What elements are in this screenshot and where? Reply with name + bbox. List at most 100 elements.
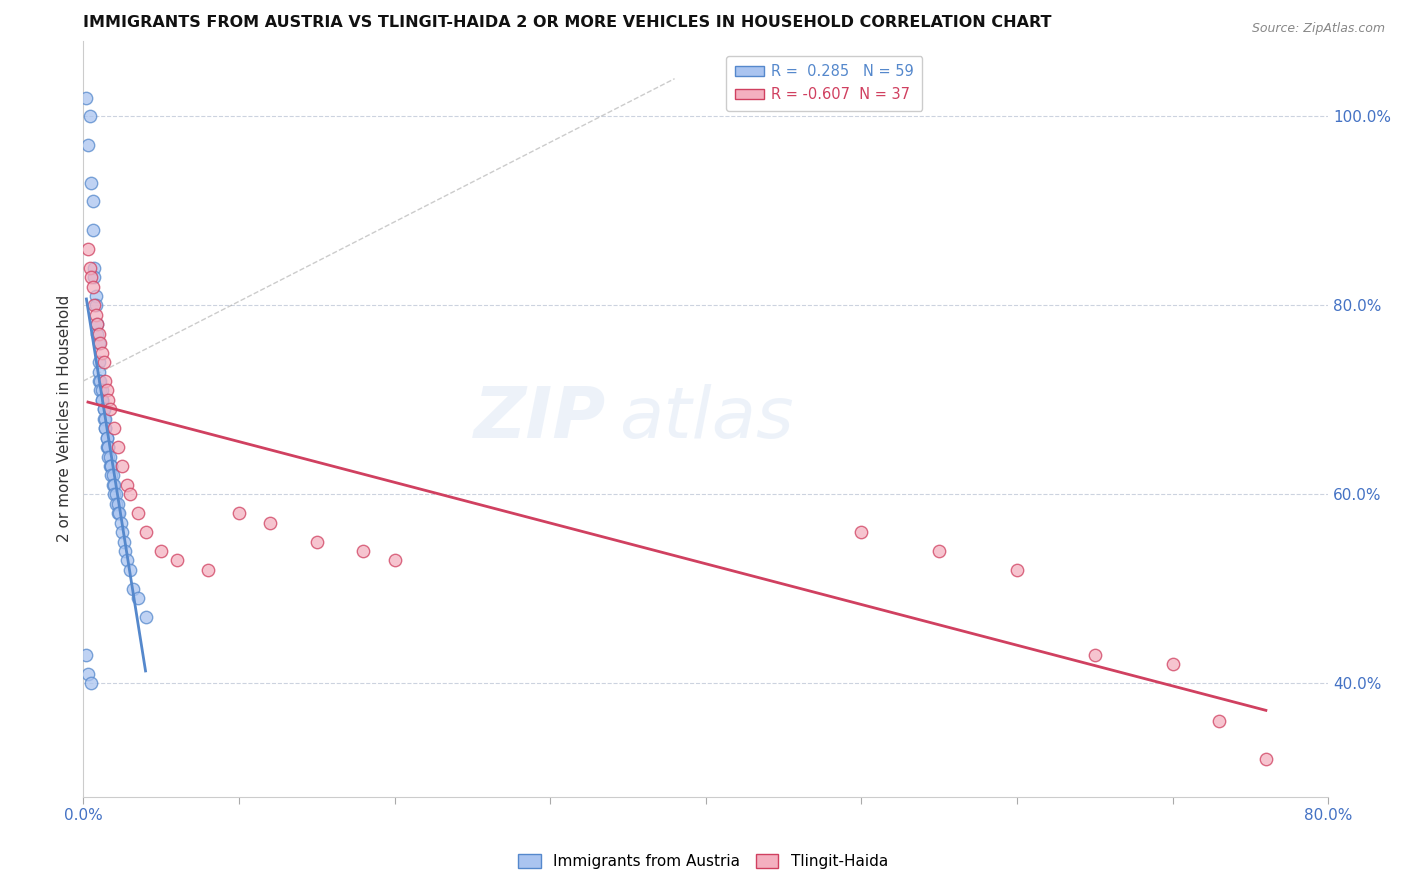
Point xyxy=(197,563,219,577)
Point xyxy=(94,421,117,435)
Point xyxy=(1084,648,1107,662)
Point xyxy=(115,553,138,567)
Point xyxy=(87,336,110,351)
Point xyxy=(84,298,107,312)
Point xyxy=(928,544,950,558)
Point xyxy=(111,458,134,473)
Point xyxy=(87,326,110,341)
Point xyxy=(96,440,118,454)
Point xyxy=(1161,657,1184,672)
Point xyxy=(89,374,111,388)
Point xyxy=(127,506,149,520)
Point xyxy=(111,525,134,540)
Point xyxy=(108,506,131,520)
Point xyxy=(86,318,108,332)
Point xyxy=(86,326,108,341)
Point xyxy=(96,431,118,445)
Point xyxy=(75,648,97,662)
Point xyxy=(114,544,136,558)
Point xyxy=(1208,714,1230,728)
Point xyxy=(87,355,110,369)
Point xyxy=(1254,752,1277,766)
Point xyxy=(127,591,149,606)
Point xyxy=(93,402,115,417)
Text: atlas: atlas xyxy=(619,384,793,453)
Point xyxy=(93,402,115,417)
Point xyxy=(100,468,122,483)
Point xyxy=(80,676,103,690)
Point xyxy=(93,355,115,369)
Point xyxy=(259,516,281,530)
Point xyxy=(100,458,122,473)
Point xyxy=(93,411,115,425)
Point xyxy=(122,582,145,596)
Point xyxy=(87,374,110,388)
Point xyxy=(91,384,114,398)
Point xyxy=(89,384,111,398)
Point xyxy=(84,308,107,322)
Point xyxy=(101,468,124,483)
Point xyxy=(75,90,97,104)
Y-axis label: 2 or more Vehicles in Household: 2 or more Vehicles in Household xyxy=(58,295,72,542)
Point xyxy=(1005,563,1028,577)
Legend: Immigrants from Austria, Tlingit-Haida: Immigrants from Austria, Tlingit-Haida xyxy=(512,848,894,875)
Point xyxy=(166,553,188,567)
Point xyxy=(352,544,374,558)
Point xyxy=(118,563,141,577)
Point xyxy=(118,487,141,501)
Point xyxy=(97,440,120,454)
Point xyxy=(77,666,100,681)
Point xyxy=(100,458,122,473)
Point xyxy=(103,487,125,501)
Point xyxy=(79,260,101,275)
Point xyxy=(384,553,406,567)
Point xyxy=(97,440,120,454)
Point xyxy=(77,242,100,256)
Point xyxy=(97,392,120,407)
Point xyxy=(851,525,873,540)
Point xyxy=(150,544,173,558)
Point xyxy=(91,392,114,407)
Legend: R =  0.285   N = 59, R = -0.607  N = 37: R = 0.285 N = 59, R = -0.607 N = 37 xyxy=(725,55,922,111)
Point xyxy=(86,318,108,332)
Point xyxy=(112,534,135,549)
Point xyxy=(103,421,125,435)
Point xyxy=(135,525,157,540)
Point xyxy=(82,223,104,237)
Point xyxy=(107,497,129,511)
Point xyxy=(94,421,117,435)
Point xyxy=(91,392,114,407)
Point xyxy=(101,478,124,492)
Text: ZIP: ZIP xyxy=(474,384,606,453)
Point xyxy=(80,176,103,190)
Point xyxy=(96,431,118,445)
Point xyxy=(87,365,110,379)
Point xyxy=(103,478,125,492)
Point xyxy=(94,374,117,388)
Text: Source: ZipAtlas.com: Source: ZipAtlas.com xyxy=(1251,22,1385,36)
Point xyxy=(107,440,129,454)
Point xyxy=(77,137,100,152)
Point xyxy=(82,194,104,209)
Point xyxy=(83,270,105,285)
Point xyxy=(83,298,105,312)
Point xyxy=(110,516,132,530)
Point xyxy=(91,345,114,359)
Point xyxy=(94,411,117,425)
Point xyxy=(79,110,101,124)
Point xyxy=(84,289,107,303)
Point xyxy=(98,450,121,464)
Point xyxy=(104,497,127,511)
Point xyxy=(97,450,120,464)
Point xyxy=(107,506,129,520)
Point xyxy=(115,478,138,492)
Point xyxy=(98,402,121,417)
Point xyxy=(96,384,118,398)
Point xyxy=(83,260,105,275)
Point xyxy=(98,458,121,473)
Point xyxy=(305,534,328,549)
Point xyxy=(89,336,111,351)
Point xyxy=(104,487,127,501)
Point xyxy=(228,506,250,520)
Text: IMMIGRANTS FROM AUSTRIA VS TLINGIT-HAIDA 2 OR MORE VEHICLES IN HOUSEHOLD CORRELA: IMMIGRANTS FROM AUSTRIA VS TLINGIT-HAIDA… xyxy=(83,15,1052,30)
